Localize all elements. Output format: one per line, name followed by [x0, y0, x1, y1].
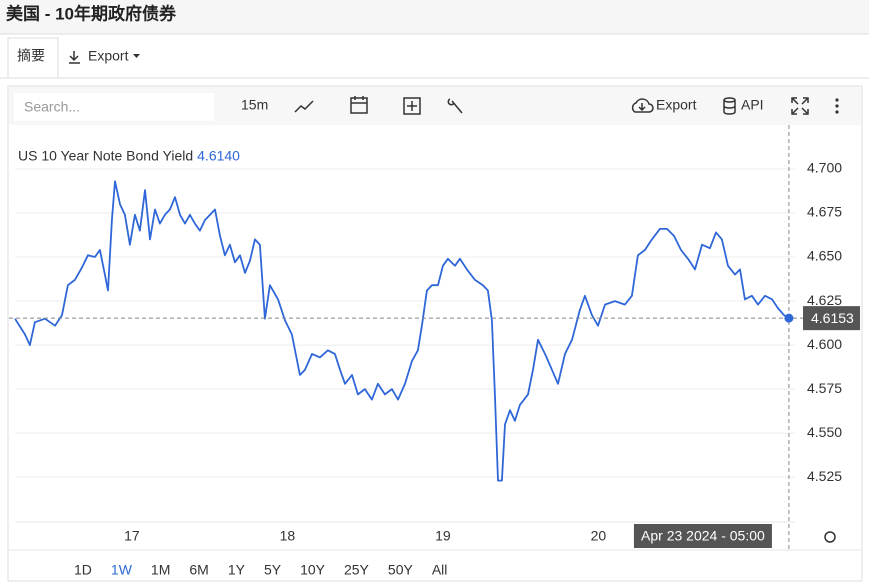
range-button[interactable]: 10Y — [300, 562, 326, 578]
y-tick-label: 4.525 — [807, 468, 842, 484]
x-tick-label: 19 — [435, 528, 451, 544]
download-icon — [69, 51, 80, 64]
range-button[interactable]: 1W — [111, 562, 133, 578]
y-tick-label: 4.575 — [807, 380, 842, 396]
range-button[interactable]: 50Y — [388, 562, 414, 578]
page-title: 美国 - 10年期政府债券 — [6, 3, 177, 23]
range-button[interactable]: 1M — [151, 562, 170, 578]
add-icon-detail — [407, 101, 417, 111]
price-tag — [803, 306, 860, 331]
title-bar — [0, 0, 869, 34]
range-button[interactable]: 25Y — [344, 562, 370, 578]
y-tick-label: 4.700 — [807, 160, 842, 176]
db-icon — [723, 97, 736, 115]
crosshair-tag — [633, 524, 772, 548]
tab-label[interactable]: 摘要 — [17, 48, 45, 64]
range-button[interactable]: 1Y — [228, 562, 246, 578]
tab-active[interactable] — [7, 37, 59, 79]
cloud-icon — [631, 98, 654, 113]
menu-dot — [835, 110, 839, 114]
add-icon[interactable] — [403, 97, 421, 115]
x-tick-label: 20 — [591, 528, 607, 544]
x-tick-label: 17 — [124, 528, 140, 544]
y-tick-label: 4.625 — [807, 292, 842, 308]
export-button[interactable]: Export — [656, 97, 697, 113]
caret — [133, 54, 140, 58]
widget — [7, 85, 863, 582]
calendar-icon[interactable] — [350, 97, 368, 114]
interval[interactable]: 15m — [241, 97, 268, 113]
range-button[interactable]: 1D — [74, 562, 92, 578]
menu-dot — [835, 104, 839, 108]
api-button[interactable]: API — [741, 97, 764, 113]
last-point — [784, 313, 794, 323]
price-tag-label: 4.6153 — [811, 310, 854, 326]
range-button[interactable]: All — [432, 562, 448, 578]
settings-icon[interactable] — [824, 531, 836, 543]
menu-dot — [835, 98, 839, 102]
y-tick-label: 4.550 — [807, 424, 842, 440]
fullscreen-icon[interactable] — [791, 97, 809, 115]
x-tick-label: 18 — [280, 528, 296, 544]
y-tick-label: 4.650 — [807, 248, 842, 264]
y-tick-label: 4.600 — [807, 336, 842, 352]
range-button[interactable]: 5Y — [264, 562, 282, 578]
line-icon[interactable] — [294, 100, 314, 113]
crosshair-label: Apr 23 2024 - 05:00 — [641, 528, 765, 544]
y-tick-label: 4.675 — [807, 204, 842, 220]
wrench-icon[interactable] — [447, 98, 463, 114]
legend: US 10 Year Note Bond Yield 4.6140 — [18, 148, 240, 164]
price-line — [14, 180, 790, 482]
legend-name: US 10 Year Note Bond Yield — [18, 148, 193, 164]
calendar-icon-detail — [351, 96, 367, 104]
range-button[interactable]: 6M — [189, 562, 208, 578]
legend-value: 4.6140 — [197, 148, 240, 164]
search-placeholder[interactable]: Search... — [24, 99, 80, 115]
tab-label[interactable]: Export — [88, 48, 129, 64]
search-box[interactable] — [14, 93, 214, 121]
